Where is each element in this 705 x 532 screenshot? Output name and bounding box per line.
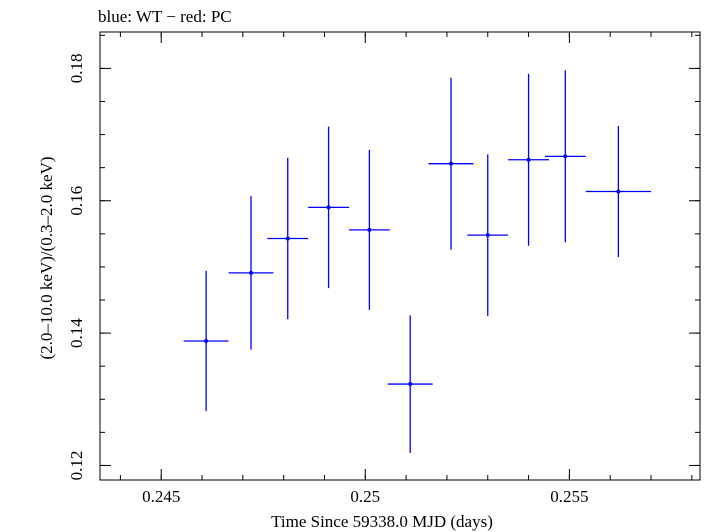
x-tick-label: 0.25 (350, 487, 380, 506)
point-marker (526, 157, 531, 162)
y-tick-label: 0.14 (67, 318, 86, 348)
point-marker (249, 270, 254, 275)
plot-frame (99, 31, 701, 481)
data-point (387, 315, 433, 453)
point-marker (367, 227, 372, 232)
data-point (544, 70, 586, 243)
data-point (228, 196, 274, 350)
y-tick-label: 0.16 (67, 186, 86, 216)
data-point (267, 157, 309, 320)
chart-title: blue: WT − red: PC (98, 7, 232, 26)
point-marker (326, 205, 331, 210)
point-marker (408, 382, 413, 387)
y-tick-label: 0.18 (67, 54, 86, 84)
point-marker (485, 233, 490, 238)
data-point (585, 125, 652, 257)
y-axis-label: (2.0–10.0 keV)/(0.3–2.0 keV) (37, 156, 56, 359)
data-point (308, 126, 349, 289)
point-marker (616, 189, 621, 194)
data-point (183, 270, 229, 412)
data-point (348, 149, 390, 310)
data-point (428, 77, 474, 250)
x-tick-label: 0.255 (550, 487, 588, 506)
data-point (508, 73, 549, 246)
x-axis: 0.245 0.25 0.255 (119, 32, 693, 506)
point-marker (563, 154, 568, 159)
data-point (467, 154, 509, 316)
y-tick-label: 0.12 (67, 451, 86, 481)
x-axis-label: Time Since 59338.0 MJD (days) (271, 512, 493, 531)
x-tick-label: 0.245 (142, 487, 180, 506)
point-marker (204, 339, 209, 344)
point-marker (449, 161, 454, 166)
data-series (183, 70, 652, 453)
point-marker (285, 236, 290, 241)
y-axis: 0.12 0.14 0.16 0.18 (67, 34, 700, 481)
